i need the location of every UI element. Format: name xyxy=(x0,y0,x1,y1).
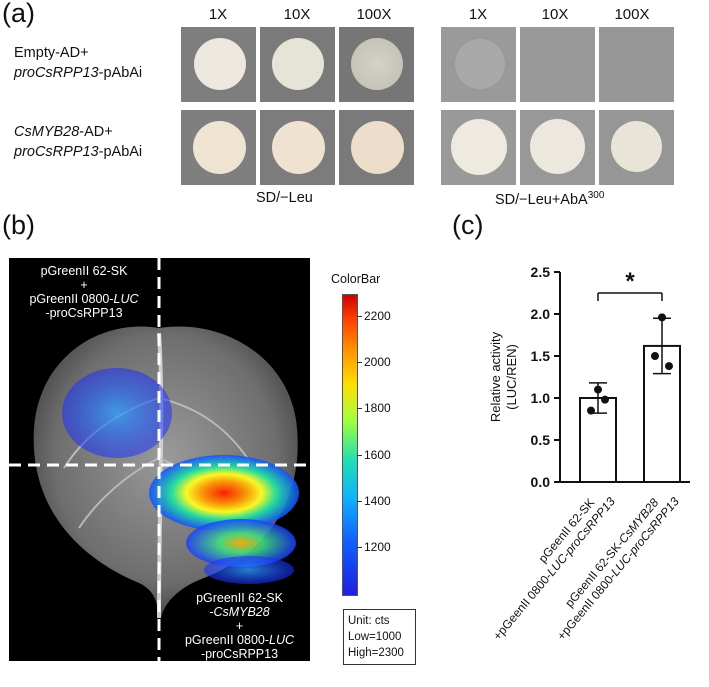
colorbar-tick-label: 1400 xyxy=(364,493,391,508)
significance-star: * xyxy=(625,268,635,295)
colorbar-tick-label: 1600 xyxy=(364,447,391,462)
plate-cell xyxy=(181,27,256,102)
bar-chart: 0.0 0.5 1.0 1.5 2.0 2.5 Relative activity(LUC/… xyxy=(488,264,690,643)
y-axis-label: Relative activity(LUC/REN) xyxy=(488,331,519,422)
plate-cell xyxy=(520,110,595,185)
leaf-label-top: pGreenII 62-SK + pGreenII 0800-LUC -proC… xyxy=(29,264,139,320)
yeast-plate-sd-leu-aba300 xyxy=(441,27,676,187)
dilution-header-100x-left: 100X xyxy=(356,6,392,23)
yeast-colony xyxy=(530,119,585,174)
media-label-sd-leu: SD/−Leu xyxy=(256,190,313,206)
colorbar-tick-label: 2000 xyxy=(364,355,391,370)
y-tick-label: 0.0 xyxy=(531,474,551,490)
colorbar-tick-label: 2200 xyxy=(364,309,391,324)
yeast-colony xyxy=(351,121,404,174)
plate-cell xyxy=(520,27,595,102)
plate-cell xyxy=(339,27,414,102)
colorbar-tick-label: 1800 xyxy=(364,401,391,416)
yeast-colony xyxy=(193,121,246,174)
dilution-header-1x-right: 1X xyxy=(468,6,488,23)
leaf-label-bottom: pGreenII 62-SK -CsMYB28 + pGreenII 0800-… xyxy=(184,591,295,661)
plate-cell xyxy=(181,110,256,185)
y-tick-label: 2.0 xyxy=(531,306,551,322)
media-label-sd-leu-aba: SD/−Leu+AbA300 xyxy=(495,190,605,208)
data-point xyxy=(587,406,595,415)
data-point xyxy=(651,352,659,360)
yeast-colony xyxy=(194,38,246,90)
data-point xyxy=(594,385,602,394)
colorbar-title: ColorBar xyxy=(331,272,381,286)
plate-cell xyxy=(260,110,335,185)
row-label-empty-ad: Empty-AD+ proCsRPP13-pAbAi xyxy=(14,45,143,81)
yeast-colony xyxy=(351,38,403,90)
plate-cell xyxy=(599,110,674,185)
data-point xyxy=(658,313,666,322)
data-point xyxy=(665,362,673,371)
luminescence-region-csmyb28 xyxy=(149,455,299,531)
panel-c-letter: (c) xyxy=(452,210,484,240)
dilution-header-10x-left: 10X xyxy=(283,6,311,23)
yeast-colony xyxy=(272,121,325,174)
colorbar-tick xyxy=(357,500,362,502)
y-tick-label: 1.0 xyxy=(531,390,551,406)
panel-b-letter: (b) xyxy=(2,210,35,240)
dilution-header-100x-right: 100X xyxy=(614,6,650,23)
plate-cell xyxy=(260,27,335,102)
plate-cell xyxy=(339,110,414,185)
luciferase-leaf-image: pGreenII 62-SK + pGreenII 0800-LUC -proC… xyxy=(9,258,310,661)
dilution-header-1x-left: 1X xyxy=(208,6,228,23)
y-tick-label: 1.5 xyxy=(531,348,551,364)
yeast-colony xyxy=(455,39,505,89)
luminescence-region-control xyxy=(62,368,172,458)
colorbar-gradient xyxy=(342,294,358,596)
plate-cell xyxy=(599,27,674,102)
yeast-colony xyxy=(451,119,507,175)
data-point xyxy=(601,395,609,404)
colorbar-tick xyxy=(357,454,362,456)
row-label-csmyb28-ad: CsMYB28-AD+ proCsRPP13-pAbAi xyxy=(14,124,143,160)
colorbar-tick xyxy=(357,546,362,548)
colorbar-tick-label: 1200 xyxy=(364,539,391,554)
dilution-header-10x-right: 10X xyxy=(541,6,569,23)
y-tick-label: 0.5 xyxy=(531,432,551,448)
yeast-plate-sd-leu xyxy=(181,27,416,187)
colorbar-tick xyxy=(357,362,362,364)
plate-cell xyxy=(441,110,516,185)
unit-legend-box: Unit: cts Low=1000 High=2300 xyxy=(343,609,416,665)
colorbar-tick xyxy=(357,316,362,318)
yeast-colony xyxy=(611,121,662,172)
panel-a-letter: (a) xyxy=(2,0,35,28)
yeast-colony xyxy=(272,38,324,90)
plate-cell xyxy=(441,27,516,102)
colorbar-tick xyxy=(357,408,362,410)
leaf-graphic xyxy=(9,258,310,661)
y-tick-label: 2.5 xyxy=(531,264,551,280)
